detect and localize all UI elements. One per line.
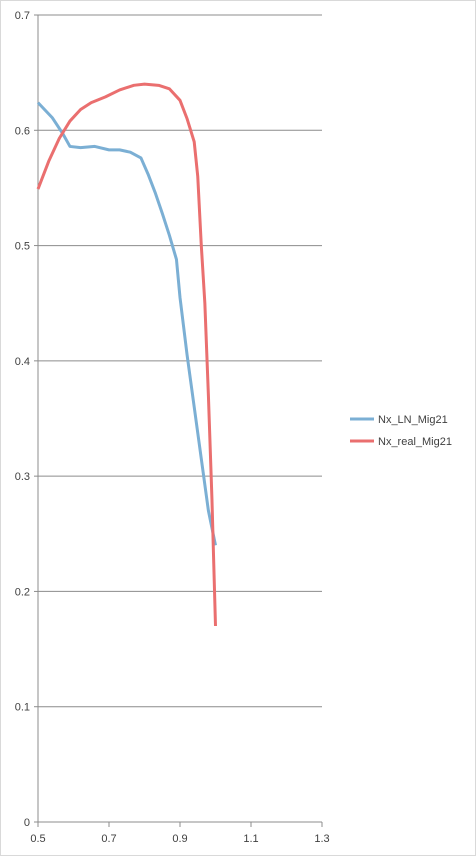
y-tick-label: 0.2	[15, 586, 30, 598]
x-tick-label: 1.3	[314, 833, 329, 845]
x-tick-label: 0.5	[30, 833, 45, 845]
gridlines	[38, 14, 322, 708]
y-tick-label: 0.3	[15, 471, 30, 483]
y-tick-label: 0	[24, 817, 30, 829]
tick-labels: 0 0.1 0.2 0.3 0.4 0.5 0.6 0.7 0.5 0.7 0.9 1.1 1.3	[15, 10, 330, 845]
y-tick-label: 0.6	[15, 125, 30, 137]
y-tick-label: 0.5	[15, 241, 30, 253]
legend-label: Nx_real_Mig21	[378, 436, 452, 448]
series-line-Nx_LN_Mig21	[36, 101, 217, 546]
legend-label: Nx_LN_Mig21	[378, 414, 448, 426]
x-tick-label: 0.7	[101, 833, 116, 845]
y-tick-label: 0.1	[15, 702, 30, 714]
axes	[34, 14, 323, 827]
x-tick-label: 1.1	[243, 833, 258, 845]
series-lines	[36, 82, 217, 627]
x-tick-label: 0.9	[172, 833, 187, 845]
legend: Nx_LN_Mig21 Nx_real_Mig21	[350, 414, 452, 448]
y-tick-label: 0.4	[15, 356, 30, 368]
y-tick-label: 0.7	[15, 10, 30, 22]
series-line-Nx_real_Mig21	[36, 82, 217, 627]
